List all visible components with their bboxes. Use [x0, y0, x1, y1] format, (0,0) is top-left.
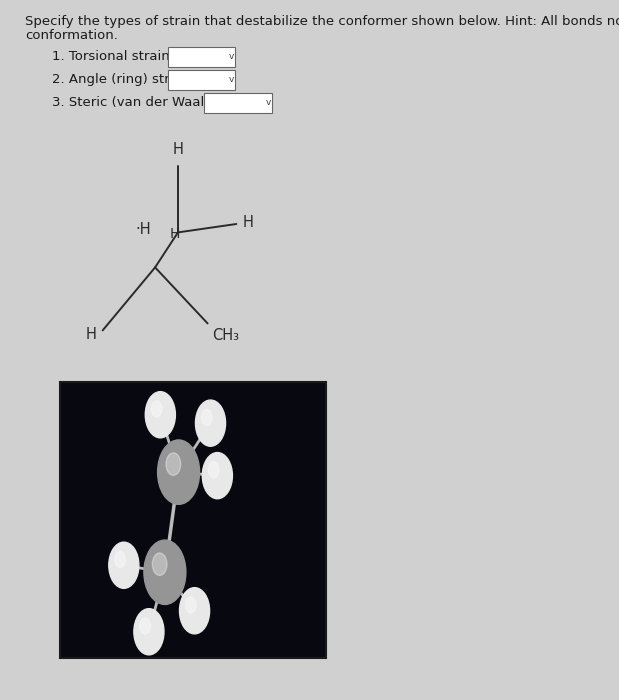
FancyBboxPatch shape — [204, 93, 272, 113]
Text: H: H — [86, 327, 97, 342]
Text: H: H — [242, 215, 253, 230]
Circle shape — [140, 618, 150, 634]
Circle shape — [166, 453, 181, 475]
Circle shape — [134, 608, 164, 655]
Text: v: v — [266, 99, 271, 107]
Circle shape — [151, 401, 162, 417]
Circle shape — [115, 552, 125, 568]
Circle shape — [152, 553, 167, 575]
Circle shape — [109, 542, 139, 588]
FancyBboxPatch shape — [168, 47, 235, 66]
Circle shape — [201, 410, 212, 426]
Text: H: H — [170, 228, 180, 241]
Bar — [60, 382, 326, 658]
Circle shape — [196, 400, 225, 447]
FancyBboxPatch shape — [168, 70, 235, 90]
Text: v: v — [229, 52, 235, 61]
Circle shape — [180, 588, 210, 634]
Text: H: H — [173, 143, 183, 158]
Circle shape — [209, 462, 219, 478]
Circle shape — [202, 452, 232, 498]
Text: 3. Steric (van der Waals) strain: 3. Steric (van der Waals) strain — [53, 97, 259, 109]
Text: v: v — [229, 76, 235, 84]
Text: conformation.: conformation. — [25, 29, 118, 43]
Circle shape — [158, 440, 199, 504]
Text: ·H: ·H — [136, 222, 152, 237]
Text: CH₃: CH₃ — [212, 328, 239, 342]
Circle shape — [186, 597, 196, 613]
Text: 1. Torsional strain: 1. Torsional strain — [53, 50, 170, 63]
Circle shape — [144, 540, 186, 605]
Circle shape — [145, 391, 175, 438]
Text: Specify the types of strain that destabilize the conformer shown below. Hint: Al: Specify the types of strain that destabi… — [25, 15, 619, 29]
Text: 2. Angle (ring) strain: 2. Angle (ring) strain — [53, 74, 191, 86]
